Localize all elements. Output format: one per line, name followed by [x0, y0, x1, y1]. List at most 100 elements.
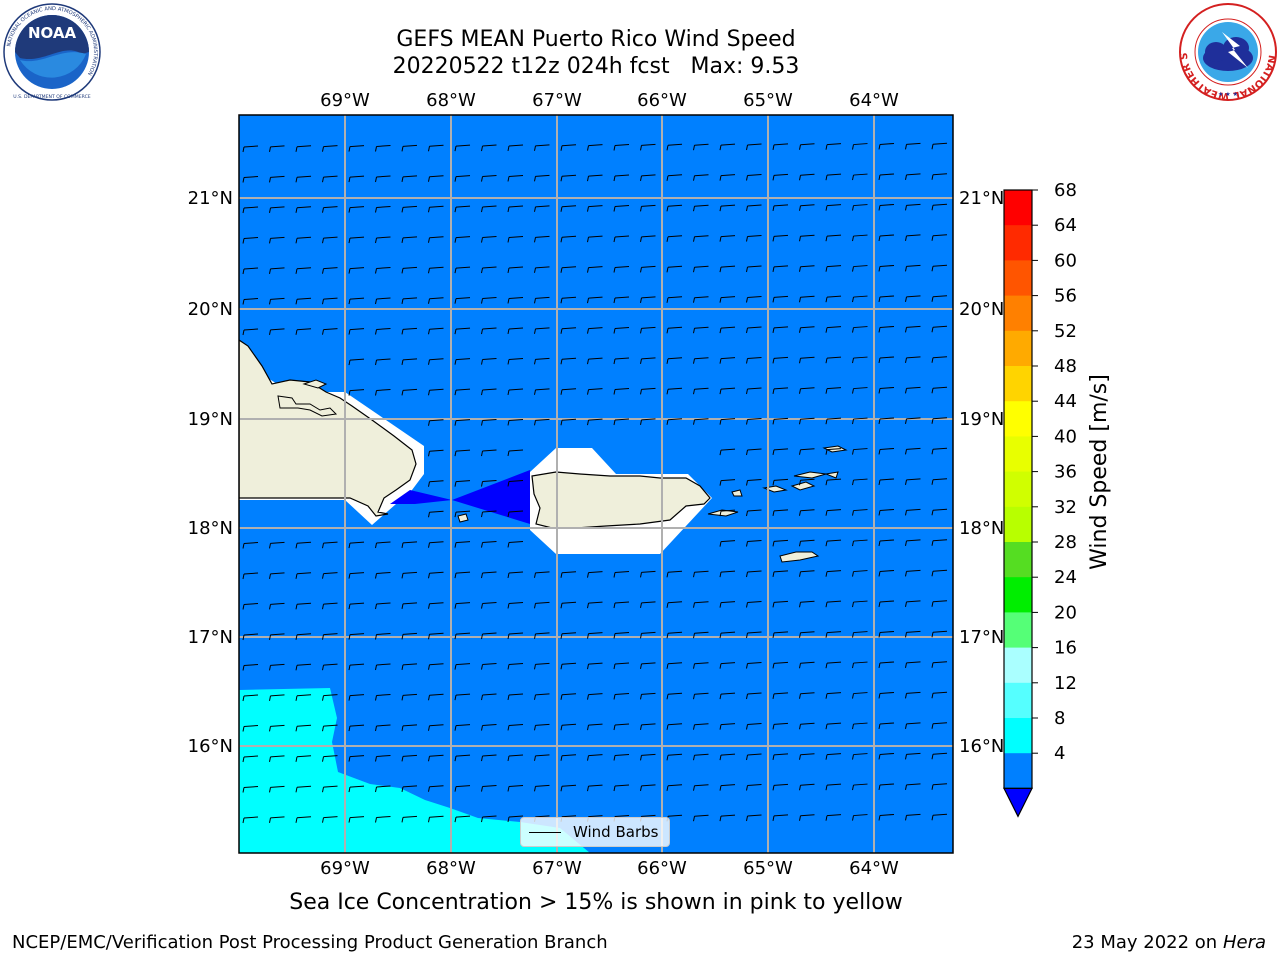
wind-barb [719, 357, 736, 364]
wind-barb [852, 326, 868, 333]
wind-barb [931, 203, 948, 211]
colorbar-segment [1004, 330, 1032, 367]
wind-barb [375, 632, 391, 640]
wind-barb [242, 328, 259, 336]
wind-barb [375, 144, 391, 152]
wind-barb [746, 814, 762, 822]
wind-barb [507, 571, 524, 579]
wind-barb [242, 176, 259, 183]
wind-barb [560, 571, 577, 578]
wind-barb [348, 328, 365, 335]
wind-barb [799, 204, 815, 211]
wind-barb [666, 723, 683, 730]
wind-barb [666, 204, 683, 212]
wind-barb [560, 357, 577, 365]
wind-barb [322, 236, 338, 244]
wind-barb [428, 205, 444, 213]
wind-barb [931, 539, 948, 546]
wind-barb [481, 236, 497, 243]
wind-barb [852, 265, 868, 272]
wind-barb [454, 388, 471, 396]
wind-barb [401, 541, 418, 548]
wind-barb [693, 357, 709, 364]
wind-barb [746, 417, 762, 425]
wind-barb [295, 145, 312, 152]
wind-barb [772, 539, 789, 547]
wind-barb [746, 783, 762, 791]
wind-barb [375, 693, 391, 701]
wind-barb [428, 266, 444, 274]
wind-barb [878, 356, 895, 364]
wind-barb [693, 418, 709, 425]
hispaniola-land [239, 339, 417, 517]
wind-barb [799, 753, 815, 760]
wind-barbs [242, 142, 948, 824]
wind-barb [269, 663, 285, 671]
wind-barb [666, 753, 683, 761]
wind-barb [666, 235, 683, 242]
wind-barb [746, 173, 762, 181]
colorbar-segment [1004, 401, 1032, 437]
wind-barb [507, 510, 524, 518]
wind-barb [534, 571, 550, 578]
colorbar-label: 24 [1054, 567, 1077, 588]
wind-barb [878, 173, 895, 181]
wind-barb [613, 662, 630, 670]
wind-barb [746, 326, 762, 334]
wind-barb [295, 175, 312, 183]
wind-barb [348, 236, 365, 244]
wind-barb [693, 662, 709, 669]
wind-barb [931, 386, 948, 394]
wind-barb [454, 632, 471, 640]
wind-barb [375, 754, 391, 762]
wind-barb [348, 633, 365, 640]
wind-barb [322, 602, 338, 610]
wind-barb [666, 265, 683, 273]
wind-barb [905, 173, 921, 180]
wind-barb [295, 267, 312, 274]
wind-barb [666, 174, 683, 181]
wind-barb [640, 204, 656, 212]
wind-barb [799, 173, 815, 181]
lat-label-right: 16°N [959, 736, 1004, 757]
wind-barb [666, 143, 683, 151]
wind-barb [322, 816, 338, 823]
wind-barb [295, 206, 312, 213]
colorbar-segment [1004, 647, 1032, 684]
wind-barb [693, 631, 709, 639]
wind-barb [242, 237, 259, 244]
wind-barb [878, 295, 895, 303]
wind-barb [428, 571, 444, 579]
wind-barb [507, 754, 524, 762]
wind-barb [878, 264, 895, 272]
lat-label-right: 21°N [959, 188, 1004, 209]
lat-label-left: 17°N [188, 627, 233, 648]
wind-barb [375, 541, 391, 549]
wind-barb [269, 297, 285, 305]
wind-barb [242, 816, 259, 824]
wind-barb [825, 814, 842, 821]
wind-barb [799, 814, 815, 821]
wind-barb [905, 569, 921, 577]
lon-label-top: 65°W [743, 90, 793, 111]
wind-barb [507, 540, 524, 548]
wind-barb [507, 418, 524, 426]
colorbar-segment [1004, 295, 1032, 332]
wind-barb [507, 815, 524, 823]
wind-barb [613, 205, 630, 212]
wind-barb [825, 173, 842, 181]
wind-barb [401, 144, 418, 152]
wind-barb [905, 539, 921, 546]
wind-barb [613, 754, 630, 761]
colorbar-label: 56 [1054, 286, 1077, 307]
wind-barb [931, 630, 948, 638]
wind-barb [825, 478, 842, 486]
footer-credit: NCEP/EMC/Verification Post Processing Pr… [12, 932, 608, 953]
wind-barb [799, 509, 815, 516]
wind-barb [560, 784, 577, 792]
wind-barb [905, 203, 921, 211]
wind-barb [693, 204, 709, 212]
wind-barb [560, 296, 577, 304]
wind-barb [666, 326, 683, 334]
colorbar-label: 60 [1054, 250, 1077, 271]
